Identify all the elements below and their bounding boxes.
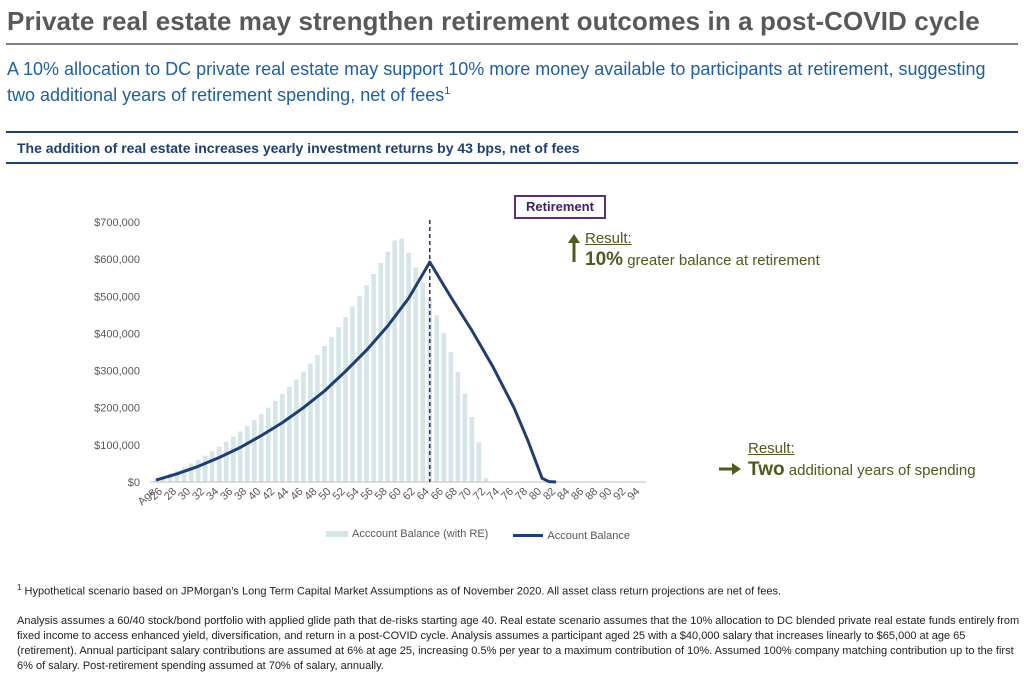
bar-age-43 (280, 393, 285, 482)
bar-age-33 (209, 451, 215, 482)
bar-age-53 (350, 306, 355, 482)
result1-label: Result: (585, 230, 632, 247)
bar-age-57 (378, 262, 383, 482)
bar-age-30 (188, 463, 194, 482)
bar-age-35 (223, 441, 229, 482)
bar-age-55 (364, 285, 369, 482)
result1-line: 10% greater balance at retirement (585, 249, 820, 271)
bar-age-63 (420, 282, 426, 482)
section-heading: The addition of real estate increases ye… (17, 140, 580, 156)
bar-age-48 (315, 354, 320, 482)
bar-age-54 (357, 296, 362, 482)
bar-age-27 (167, 473, 173, 482)
bar-age-62 (413, 267, 419, 482)
up-arrow-icon (568, 234, 580, 262)
bar-age-72 (483, 478, 489, 482)
y-tick-label: $0 (128, 477, 140, 489)
bar-age-36 (230, 436, 236, 482)
legend-label-balance: Account Balance (547, 529, 630, 542)
result1-text: greater balance at retirement (627, 252, 820, 269)
bar-age-52 (343, 317, 348, 482)
bar-age-51 (336, 327, 341, 482)
legend-item-balance: Account Balance (513, 530, 630, 542)
y-tick-label: $500,000 (94, 291, 140, 303)
result2-label: Result: (748, 440, 795, 457)
bar-age-32 (202, 455, 208, 482)
bar-age-40 (259, 414, 264, 482)
subtitle-text: A 10% allocation to DC private real esta… (7, 59, 986, 105)
result2-text: additional years of spending (788, 462, 976, 479)
result2-line: Two additional years of spending (748, 459, 976, 481)
bar-age-28 (174, 470, 180, 482)
y-tick-label: $100,000 (94, 440, 140, 452)
footnote-text: Hypothetical scenario based on JPMorgan’… (24, 585, 782, 598)
bar-age-50 (329, 336, 334, 482)
y-tick-label: $300,000 (94, 366, 140, 378)
bar-age-38 (244, 425, 250, 482)
x-tick-label: 94 (625, 486, 642, 503)
bar-age-46 (301, 371, 306, 482)
legend-item-with-re: Acccount Balance (with RE) (326, 528, 488, 540)
bar-age-41 (266, 407, 271, 482)
bar-age-69 (462, 393, 468, 482)
bar-age-47 (308, 363, 313, 482)
footnote-marker: 1 (17, 583, 22, 592)
bar-age-34 (216, 446, 222, 482)
bar-age-59 (392, 240, 397, 482)
x-axis: Age2628303234363840424446485052545658606… (136, 481, 647, 508)
y-tick-label: $700,000 (94, 217, 140, 229)
bar-age-65 (434, 315, 440, 482)
legend-swatch-bar (326, 531, 348, 537)
bar-age-42 (273, 401, 278, 482)
bar-series-with-re (153, 238, 489, 482)
y-tick-label: $200,000 (94, 403, 140, 415)
bar-age-70 (469, 417, 475, 482)
bar-age-66 (441, 333, 447, 482)
bar-age-67 (448, 352, 454, 482)
result1-value: 10% (585, 249, 624, 270)
y-tick-label: $600,000 (94, 254, 140, 266)
section-bottom-rule (6, 162, 1018, 164)
bar-age-31 (195, 459, 201, 482)
legend-label-with-re: Acccount Balance (with RE) (352, 528, 489, 540)
y-tick-label: $400,000 (94, 328, 140, 340)
bar-age-68 (455, 372, 461, 482)
analysis-note: Analysis assumes a 60/40 stock/bond port… (17, 615, 1020, 672)
bar-age-45 (294, 379, 299, 482)
chart-legend: Acccount Balance (with RE) Account Balan… (326, 528, 652, 542)
bar-age-44 (287, 386, 292, 482)
bar-age-58 (385, 251, 390, 482)
bar-age-29 (181, 467, 187, 482)
section-top-rule (6, 131, 1018, 133)
title-divider (6, 43, 1018, 45)
right-arrow-icon (719, 463, 741, 475)
bar-age-25 (153, 479, 159, 482)
bar-age-37 (237, 431, 243, 482)
page-subtitle: A 10% allocation to DC private real esta… (7, 58, 1007, 106)
page-title: Private real estate may strengthen retir… (7, 6, 980, 36)
footnote-1: 1 Hypothetical scenario based on JPMorga… (17, 583, 781, 598)
legend-swatch-line (513, 534, 544, 537)
subtitle-footnote-marker: 1 (444, 85, 451, 97)
bar-age-71 (476, 442, 482, 482)
bar-age-39 (251, 419, 257, 482)
result2-value: Two (748, 459, 785, 480)
bar-age-49 (322, 346, 327, 482)
bar-age-56 (371, 274, 376, 482)
bar-age-60 (399, 238, 404, 482)
account-balance-line (155, 260, 557, 484)
bar-age-61 (406, 252, 412, 482)
retirement-label-box: Retirement (514, 195, 606, 219)
y-axis: $0 $100,000 $200,000 $300,000 $400,000 $500,0… (94, 217, 140, 489)
